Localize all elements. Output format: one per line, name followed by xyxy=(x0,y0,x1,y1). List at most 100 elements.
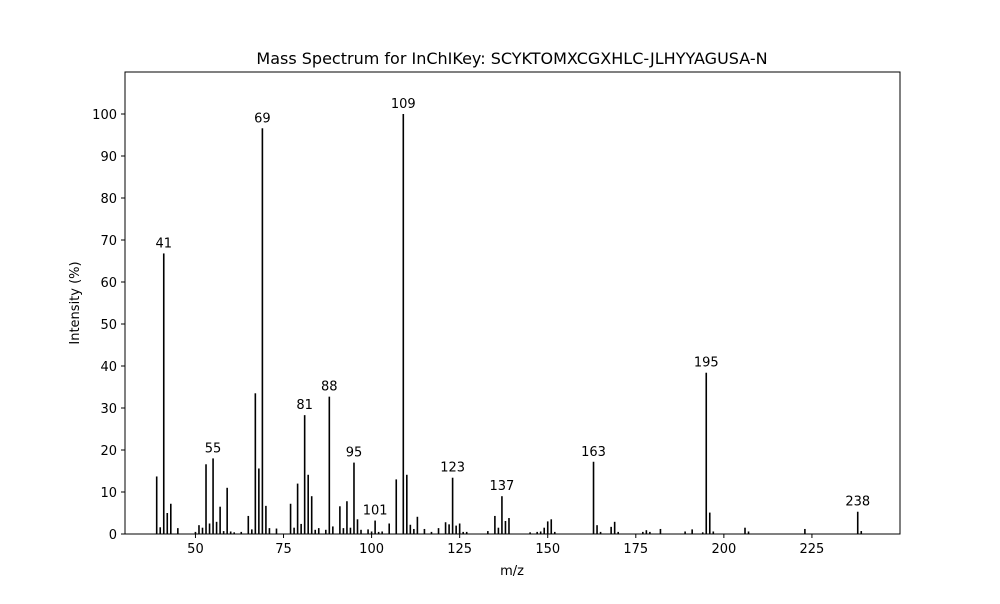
x-tick-label: 75 xyxy=(275,542,292,557)
peak-bar xyxy=(458,523,461,534)
peak-bar xyxy=(599,531,602,534)
peak-bar xyxy=(747,531,750,534)
x-tick-label: 100 xyxy=(359,542,384,557)
peak-bar xyxy=(451,477,454,534)
peak-bar xyxy=(705,372,708,534)
peak-bar xyxy=(494,515,496,534)
peak-bar xyxy=(251,529,253,534)
y-axis-label: Intensity (%) xyxy=(68,261,83,344)
peak-bar xyxy=(317,528,320,534)
peak-bar xyxy=(701,532,704,534)
plot-frame xyxy=(124,71,901,535)
peak-bar xyxy=(529,532,531,534)
peak-bar xyxy=(649,531,651,534)
x-axis: 50 75 100 125 150 175 200 225 xyxy=(187,534,824,557)
peak-bar xyxy=(539,531,542,534)
x-tick-label: 150 xyxy=(535,542,560,557)
peak-label: 109 xyxy=(391,97,416,112)
peak-bar xyxy=(212,458,214,534)
peak-bar xyxy=(325,529,327,534)
peak-bar xyxy=(744,527,746,534)
peak-bar xyxy=(360,529,362,534)
peak-bar xyxy=(177,528,179,534)
peak-bar xyxy=(374,520,376,534)
peak-bar xyxy=(592,461,595,534)
peak-bar xyxy=(332,526,334,534)
peak-bar xyxy=(437,528,440,534)
peak-bar xyxy=(413,528,415,534)
peak-label: 88 xyxy=(321,380,338,395)
peak-bar xyxy=(416,516,419,534)
peak-bar xyxy=(402,114,405,534)
y-tick-label: 10 xyxy=(100,486,117,501)
peak-bar xyxy=(303,415,306,534)
y-tick-label: 100 xyxy=(92,108,117,123)
y-tick-label: 30 xyxy=(100,402,117,417)
peak-bar xyxy=(356,519,359,534)
x-tick-label: 125 xyxy=(447,542,472,557)
peak-bar xyxy=(258,468,260,534)
peak-bar xyxy=(617,531,619,534)
peak-bar xyxy=(339,506,341,534)
x-tick-label: 50 xyxy=(187,542,204,557)
peak-bar xyxy=(240,531,243,534)
peak-bar xyxy=(342,528,345,534)
peak-bar xyxy=(642,531,644,534)
peak-bar xyxy=(307,474,309,534)
peak-label: 55 xyxy=(205,441,222,456)
x-axis-label: m/z xyxy=(500,564,524,579)
y-tick-label: 90 xyxy=(100,150,117,165)
peak-bar xyxy=(370,531,373,534)
peak-bar xyxy=(166,513,169,534)
peak-label: 95 xyxy=(346,446,363,461)
peak-bar xyxy=(504,520,507,534)
peak-bar xyxy=(596,525,598,534)
peak-bar xyxy=(546,521,549,534)
peak-bar xyxy=(300,523,302,534)
peak-bar xyxy=(205,464,207,534)
peak-bar xyxy=(293,527,295,534)
x-tick-label: 175 xyxy=(623,542,648,557)
peak-bar xyxy=(508,518,510,534)
peak-bar xyxy=(613,521,616,534)
peak-bar xyxy=(377,531,380,534)
peak-bar xyxy=(536,531,538,534)
peak-label: 123 xyxy=(440,461,465,476)
peak-bar xyxy=(162,253,165,534)
peak-bar xyxy=(455,525,457,534)
y-tick-label: 50 xyxy=(100,318,117,333)
peak-label: 195 xyxy=(694,356,719,371)
peak-bar xyxy=(346,501,348,534)
peak-bar xyxy=(395,479,398,534)
peak-bar xyxy=(860,531,863,534)
peak-bar xyxy=(268,528,271,534)
peak-bar xyxy=(543,527,545,534)
peak-bar xyxy=(289,503,292,534)
peak-label: 101 xyxy=(363,504,388,519)
peak-bar xyxy=(314,529,317,534)
peak-bar xyxy=(353,462,355,534)
peak-bar xyxy=(226,487,228,534)
peak-bar xyxy=(497,527,500,534)
y-tick-label: 80 xyxy=(100,192,117,207)
y-tick-label: 20 xyxy=(100,444,117,459)
peak-label: 81 xyxy=(296,398,313,413)
peak-bar xyxy=(501,496,503,534)
peak-bar xyxy=(265,505,267,534)
peak-bar xyxy=(553,531,556,534)
peak-bar xyxy=(684,531,686,534)
y-tick-label: 40 xyxy=(100,360,117,375)
peak-bar xyxy=(296,483,299,534)
x-tick-label: 225 xyxy=(800,542,825,557)
peak-bar xyxy=(201,527,204,534)
peak-bar xyxy=(247,515,250,534)
chart-title: Mass Spectrum for InChIKey: SCYKTOMXCGXH… xyxy=(256,49,767,68)
peak-label: 238 xyxy=(845,495,870,510)
peak-bar xyxy=(388,523,390,534)
peak-bar xyxy=(349,527,352,534)
peak-bar xyxy=(423,528,426,534)
peak-bar xyxy=(198,525,200,534)
